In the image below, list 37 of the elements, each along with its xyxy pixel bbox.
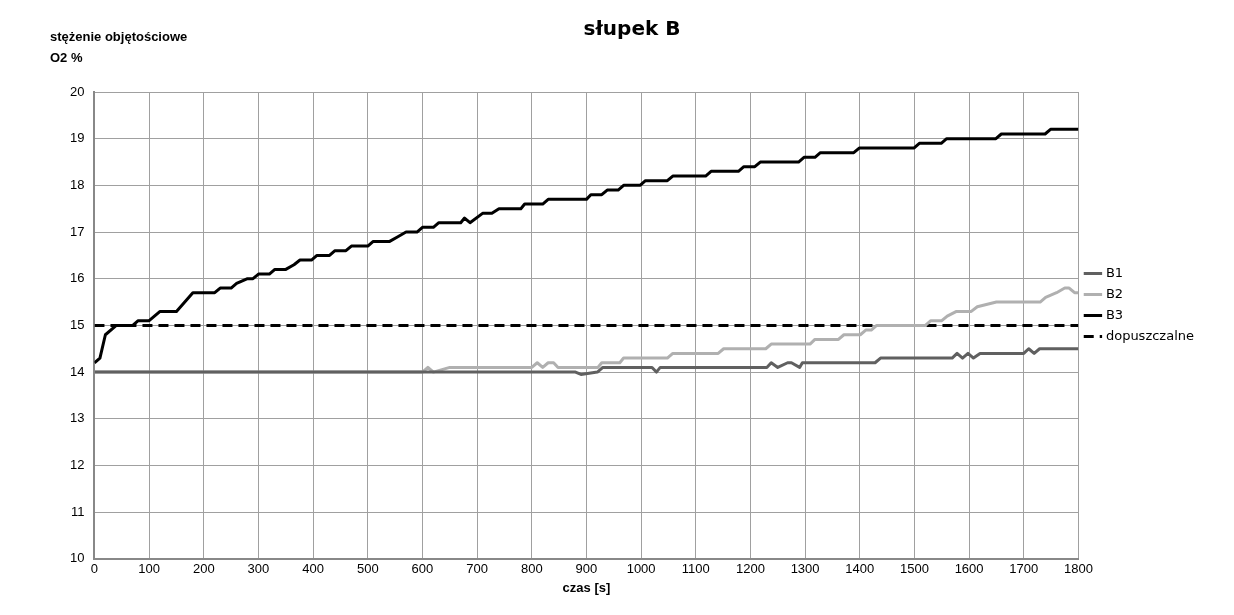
x-tick-label: 500 (356, 561, 379, 577)
x-tick-label: 200 (192, 561, 215, 577)
y-tick-label: 17 (69, 223, 85, 239)
legend-label: dopuszczalne (1105, 327, 1195, 343)
x-tick-label: 1200 (735, 561, 765, 577)
y-tick-label: 19 (69, 130, 85, 146)
legend-label: B3 (1105, 306, 1124, 322)
x-tick-label: 1000 (626, 561, 656, 577)
legend-label: B2 (1105, 285, 1124, 301)
y-tick-label: 13 (69, 410, 85, 426)
x-tick-label: 1600 (954, 561, 984, 577)
y-axis-title: stężenie objętościowe O2 % (50, 28, 189, 67)
y-tick-label: 16 (69, 270, 85, 286)
y-tick-label: 20 (69, 83, 85, 99)
x-tick-label: 1700 (1009, 561, 1039, 577)
chart-title: słupek B (583, 16, 681, 41)
y-tick-label: 15 (69, 316, 85, 332)
y-tick-label: 14 (69, 363, 85, 379)
x-tick-label: 700 (466, 561, 488, 577)
x-tick-label: 1300 (790, 561, 820, 577)
x-tick-label: 1800 (1063, 561, 1093, 577)
x-tick-label: 0 (90, 561, 99, 577)
y-tick-label: 11 (70, 503, 85, 519)
x-tick-label: 1100 (681, 561, 710, 577)
x-tick-label: 800 (520, 561, 543, 577)
y-tick-label: 18 (69, 176, 85, 192)
x-tick-label: 300 (247, 561, 270, 577)
x-tick-label: 1400 (845, 561, 875, 577)
y-tick-label: 10 (69, 550, 85, 566)
legend-label: B1 (1105, 264, 1124, 280)
y-tick-label: 12 (69, 457, 85, 473)
x-tick-label: 100 (138, 561, 160, 577)
x-tick-label: 1500 (899, 561, 929, 577)
x-tick-label: 600 (411, 561, 434, 577)
x-axis-title: czas [s] (562, 579, 611, 595)
x-tick-label: 400 (302, 561, 324, 577)
x-tick-label: 900 (575, 561, 598, 577)
